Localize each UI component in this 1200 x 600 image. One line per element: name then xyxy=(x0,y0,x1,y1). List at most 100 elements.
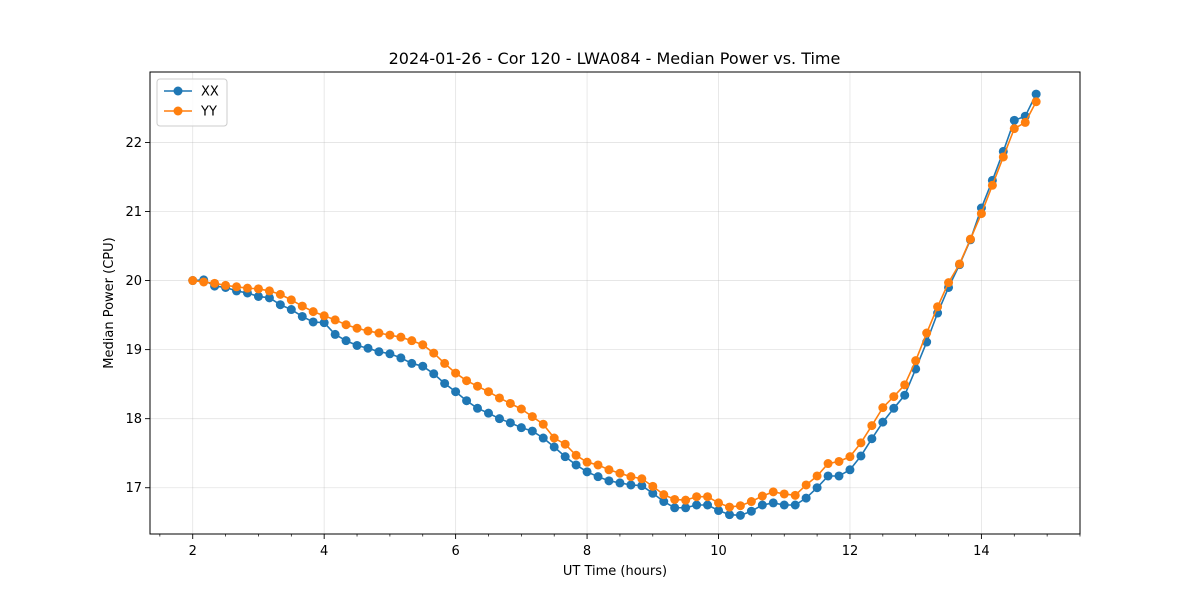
data-point-yy xyxy=(275,289,285,299)
data-point-yy xyxy=(724,502,734,512)
data-point-xx xyxy=(878,417,888,427)
data-point-xx xyxy=(308,317,318,327)
data-point-yy xyxy=(538,419,548,429)
data-point-yy xyxy=(637,474,647,484)
data-point-yy xyxy=(396,332,406,342)
data-point-xx xyxy=(889,403,899,413)
data-point-xx xyxy=(560,452,570,462)
data-point-xx xyxy=(549,442,559,452)
data-point-yy xyxy=(330,315,340,325)
data-point-xx xyxy=(604,476,614,486)
data-point-yy xyxy=(856,438,866,448)
data-point-xx xyxy=(319,318,329,328)
data-point-yy xyxy=(615,468,625,478)
data-point-xx xyxy=(681,503,691,513)
data-point-yy xyxy=(242,283,252,293)
data-point-xx xyxy=(571,460,581,470)
data-point-yy xyxy=(790,490,800,500)
data-point-xx xyxy=(527,426,537,436)
data-point-yy xyxy=(648,481,658,491)
data-point-xx xyxy=(648,488,658,498)
data-point-yy xyxy=(867,421,877,431)
data-point-xx xyxy=(867,434,877,444)
data-point-xx xyxy=(253,291,263,301)
legend-label-xx: XX xyxy=(201,85,219,100)
data-point-yy xyxy=(746,497,756,507)
data-point-yy xyxy=(582,457,592,467)
data-point-yy xyxy=(670,494,680,504)
y-tick-label: 22 xyxy=(125,136,142,151)
data-point-xx xyxy=(900,390,910,400)
y-tick-label: 18 xyxy=(125,412,142,427)
data-point-yy xyxy=(735,501,745,511)
tick-layer: 2 4 6 8 10 12 14 17 18 19 20 21 22 xyxy=(125,136,1081,559)
data-point-yy xyxy=(286,295,296,305)
data-point-yy xyxy=(210,278,220,288)
data-point-yy xyxy=(900,380,910,390)
data-point-yy xyxy=(451,368,461,378)
data-point-xx xyxy=(834,471,844,481)
data-point-yy xyxy=(1020,117,1030,127)
x-tick-label: 10 xyxy=(710,544,727,559)
x-axis-label: UT Time (hours) xyxy=(563,564,667,579)
legend-label-yy: YY xyxy=(200,105,217,120)
data-point-xx xyxy=(363,343,373,353)
data-point-yy xyxy=(374,328,384,338)
y-axis-label: Median Power (CPU) xyxy=(102,237,117,368)
x-tick-label: 8 xyxy=(583,544,591,559)
data-point-xx xyxy=(297,311,307,321)
data-point-yy xyxy=(297,301,307,311)
data-point-xx xyxy=(670,503,680,513)
legend-marker-yy xyxy=(173,106,183,116)
data-point-yy xyxy=(1031,97,1041,107)
data-point-yy xyxy=(604,465,614,475)
data-point-xx xyxy=(626,480,636,490)
data-point-xx xyxy=(396,353,406,363)
data-point-yy xyxy=(779,489,789,499)
data-point-xx xyxy=(659,497,669,507)
data-point-xx xyxy=(286,305,296,315)
data-point-yy xyxy=(845,452,855,462)
data-point-yy xyxy=(188,276,198,286)
data-point-yy xyxy=(801,480,811,490)
data-point-xx xyxy=(768,498,778,508)
data-point-yy xyxy=(955,259,965,269)
data-point-yy xyxy=(483,387,493,397)
data-point-xx xyxy=(582,467,592,477)
x-tick-label: 4 xyxy=(320,544,328,559)
data-point-yy xyxy=(319,311,329,321)
data-point-yy xyxy=(221,280,231,290)
series-layer xyxy=(188,89,1041,520)
data-point-yy xyxy=(418,340,428,350)
data-point-yy xyxy=(407,336,417,346)
y-tick-label: 17 xyxy=(125,481,142,496)
data-point-xx xyxy=(812,483,822,493)
data-point-xx xyxy=(407,358,417,368)
data-point-xx xyxy=(746,506,756,516)
data-point-yy xyxy=(626,472,636,482)
data-point-yy xyxy=(363,326,373,336)
data-point-xx xyxy=(637,481,647,491)
data-point-xx xyxy=(451,387,461,397)
data-point-yy xyxy=(768,487,778,497)
data-point-yy xyxy=(549,433,559,443)
data-point-yy xyxy=(998,152,1008,162)
data-point-yy xyxy=(560,439,570,449)
data-point-xx xyxy=(264,293,274,303)
data-point-yy xyxy=(681,495,691,505)
data-point-xx xyxy=(714,506,724,516)
data-point-yy xyxy=(922,328,932,338)
legend: XX YY xyxy=(156,78,228,127)
data-point-yy xyxy=(757,491,767,501)
data-point-xx xyxy=(473,403,482,413)
data-point-yy xyxy=(264,286,274,296)
data-point-yy xyxy=(505,398,515,408)
data-point-xx xyxy=(735,510,745,520)
data-point-xx xyxy=(494,414,504,424)
data-point-yy xyxy=(692,492,702,502)
data-point-yy xyxy=(911,356,921,366)
data-point-xx xyxy=(790,500,800,510)
y-tick-label: 20 xyxy=(125,274,142,289)
data-point-xx xyxy=(330,329,340,339)
data-point-yy xyxy=(965,234,975,244)
